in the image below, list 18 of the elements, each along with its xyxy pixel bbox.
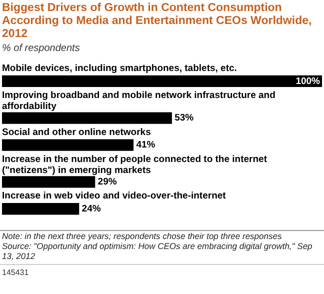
y-tick-label: Social and other online networks [2, 126, 151, 138]
text: 145431 [0, 264, 324, 277]
bar [2, 203, 80, 215]
data-label: 29% [98, 176, 118, 188]
text: Note: in the next three years; respondents chose their top three responses [2, 231, 283, 241]
bar [2, 139, 134, 151]
chart-title: Biggest Drivers of Growth in Content Consumption According to Media and Entertainment CEOs Worldwide, 2012 [1, 1, 313, 41]
data-label: 24% [82, 204, 102, 215]
y-tick-label: Mobile devices, including smartphones, tablets, etc. [2, 63, 237, 74]
data-label: 53% [174, 112, 194, 124]
bar [2, 75, 322, 88]
chart-subtitle: % of respondents [1, 42, 81, 54]
y-tick-label: Increase in the number of people connected to the internet ("netizens") in emerging markets [2, 154, 268, 176]
y-tick-label: Improving broadband and mobile network infrastructure and affordability [2, 90, 276, 112]
source-note: Source: "Opportunity and optimism: How CEOs are embracing digital growth," Sep 13, 2012 [2, 241, 314, 261]
data-label: 100% [296, 76, 321, 87]
data-label: 41% [136, 140, 156, 151]
y-tick-label: Increase in web video and video-over-the-internet [2, 190, 227, 202]
